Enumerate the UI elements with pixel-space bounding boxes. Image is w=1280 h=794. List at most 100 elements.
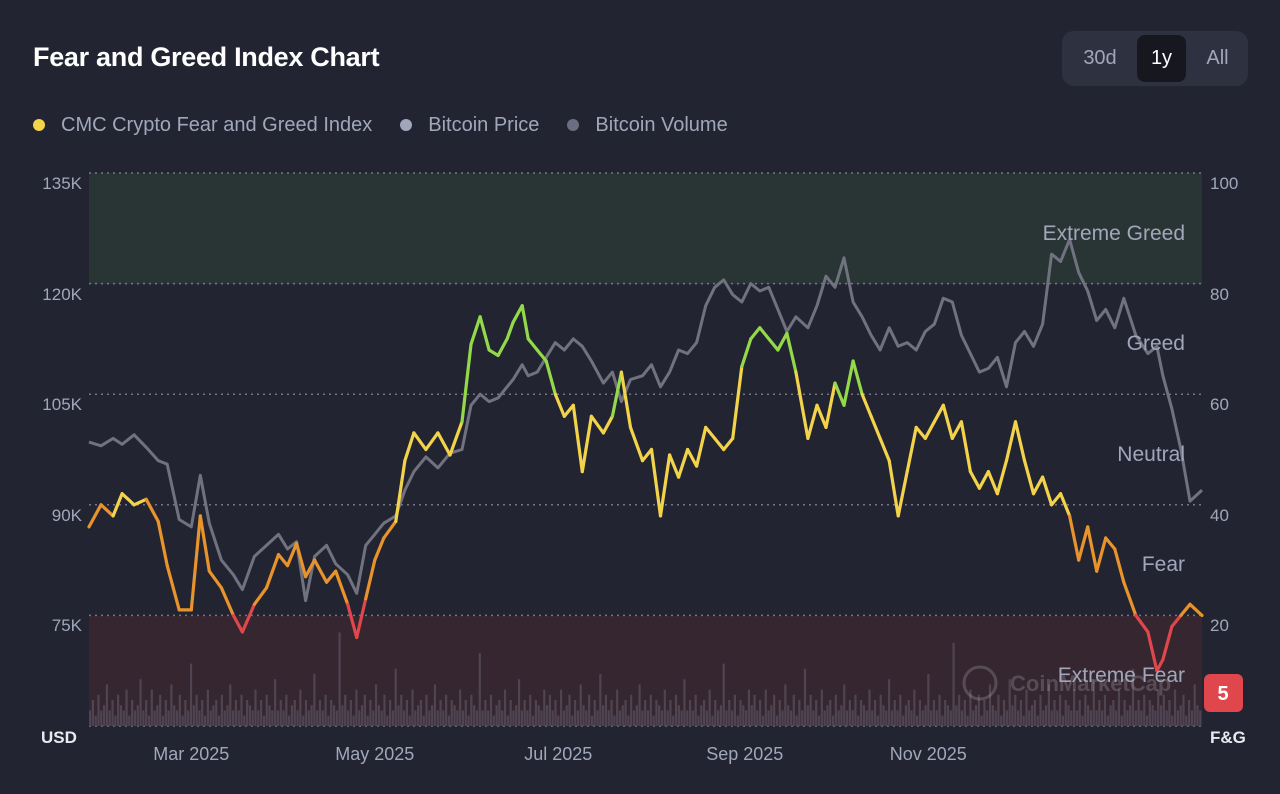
volume-bar bbox=[105, 684, 109, 726]
volume-bar bbox=[369, 700, 372, 726]
volume-bar bbox=[873, 700, 877, 726]
bitcoin-volume-dot-icon bbox=[567, 119, 580, 131]
volume-bar bbox=[201, 700, 204, 726]
volume-bar bbox=[464, 700, 467, 726]
volume-bar bbox=[540, 710, 543, 726]
volume-bar bbox=[837, 710, 840, 726]
current-value: 5 bbox=[1217, 683, 1228, 705]
volume-bar bbox=[414, 710, 417, 726]
left-axis-unit: USD bbox=[41, 728, 77, 747]
volume-bar bbox=[742, 705, 745, 726]
volume-bar bbox=[644, 700, 647, 726]
fear-greed-segment bbox=[932, 403, 945, 424]
volume-bar bbox=[133, 710, 137, 726]
volume-bar bbox=[862, 705, 865, 726]
fear-greed-segment bbox=[667, 453, 681, 479]
volume-bar bbox=[624, 700, 627, 726]
volume-bar bbox=[1098, 700, 1101, 726]
fear-greed-segment bbox=[758, 326, 771, 341]
range-1y-button[interactable]: 1y bbox=[1137, 35, 1186, 82]
fear-greed-segment bbox=[1067, 514, 1081, 562]
volume-bar bbox=[854, 694, 857, 726]
fear-greed-segment bbox=[1013, 420, 1027, 463]
volume-bar bbox=[574, 700, 577, 726]
fear-greed-segment bbox=[382, 519, 398, 540]
fear-greed-segment bbox=[198, 514, 211, 573]
fear-greed-segment bbox=[219, 586, 235, 618]
volume-bar bbox=[1120, 715, 1123, 726]
fear-greed-segment bbox=[628, 425, 645, 463]
volume-bar bbox=[571, 715, 574, 726]
volume-bar bbox=[576, 710, 580, 726]
volume-bar bbox=[1067, 705, 1070, 726]
volume-bar bbox=[203, 715, 207, 726]
volume-bar bbox=[161, 715, 165, 726]
volume-bar bbox=[282, 710, 285, 726]
volume-bar bbox=[955, 705, 958, 726]
fear-greed-segment bbox=[132, 497, 148, 507]
volume-bar bbox=[487, 710, 490, 726]
range-30d-button[interactable]: 30d bbox=[1083, 47, 1117, 69]
legend-item-bitcoin-volume[interactable]: Bitcoin Volume bbox=[567, 114, 728, 137]
volume-bar bbox=[1053, 700, 1056, 726]
volume-bar bbox=[655, 700, 658, 726]
fear-greed-segment bbox=[535, 348, 548, 363]
volume-bar bbox=[153, 710, 156, 726]
volume-bar bbox=[1193, 684, 1196, 726]
fear-greed-line bbox=[87, 304, 1204, 673]
volume-bar bbox=[503, 689, 507, 726]
volume-bar bbox=[428, 710, 431, 726]
range-all-button[interactable]: All bbox=[1206, 47, 1229, 69]
fear-greed-segment bbox=[1031, 475, 1045, 496]
x-tick: Nov 2025 bbox=[890, 744, 967, 764]
volume-bar bbox=[646, 710, 650, 726]
fear-greed-segment bbox=[785, 331, 798, 374]
volume-bar bbox=[562, 710, 565, 726]
volume-bar bbox=[391, 710, 394, 726]
volume-bar bbox=[400, 694, 403, 726]
volume-bar bbox=[616, 689, 619, 726]
volume-bar bbox=[274, 679, 277, 726]
volume-bar bbox=[142, 710, 145, 726]
fear-greed-segment bbox=[346, 602, 359, 640]
volume-bar bbox=[803, 668, 807, 726]
fear-greed-segment bbox=[1077, 525, 1090, 562]
volume-bar bbox=[716, 710, 720, 726]
volume-bar bbox=[938, 694, 941, 726]
fear-greed-segment bbox=[240, 602, 256, 634]
volume-bar bbox=[565, 705, 568, 726]
fear-greed-segment bbox=[1040, 475, 1054, 507]
legend-item-fear-greed[interactable]: CMC Crypto Fear and Greed Index bbox=[33, 114, 372, 137]
volume-bar bbox=[481, 710, 484, 726]
volume-bar bbox=[649, 694, 652, 726]
fear-greed-segment bbox=[520, 304, 530, 341]
volume-bar bbox=[1045, 705, 1048, 726]
volume-bar bbox=[1182, 694, 1185, 726]
fear-greed-segment bbox=[722, 436, 735, 452]
volume-bar bbox=[103, 705, 106, 726]
fear-greed-segment bbox=[364, 558, 377, 601]
volume-bar bbox=[731, 710, 734, 726]
volume-bar bbox=[136, 705, 139, 726]
volume-bar bbox=[714, 700, 717, 726]
legend-item-bitcoin-price[interactable]: Bitcoin Price bbox=[400, 114, 539, 137]
volume-bar bbox=[826, 705, 829, 726]
fear-greed-segment bbox=[887, 459, 900, 518]
volume-bar bbox=[313, 674, 316, 726]
volume-bar bbox=[602, 705, 605, 726]
fear-greed-segment bbox=[1086, 525, 1099, 573]
volume-bar bbox=[913, 689, 916, 726]
fear-greed-segment bbox=[325, 569, 338, 584]
right-tick: 40 bbox=[1210, 506, 1229, 525]
badge-background bbox=[1204, 674, 1243, 712]
volume-bar bbox=[694, 694, 697, 726]
fear-greed-segment bbox=[640, 447, 654, 463]
volume-bar bbox=[276, 710, 280, 726]
volume-bar bbox=[212, 705, 215, 726]
volume-bar bbox=[1036, 715, 1039, 726]
volume-bar bbox=[1016, 710, 1020, 726]
fear-greed-segment bbox=[511, 304, 524, 324]
volume-bar bbox=[1134, 710, 1137, 726]
volume-bar bbox=[405, 700, 408, 726]
x-tick: Jul 2025 bbox=[524, 744, 592, 764]
